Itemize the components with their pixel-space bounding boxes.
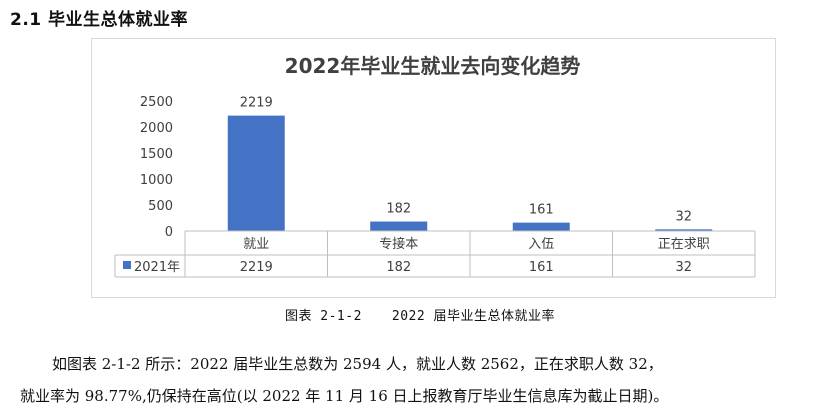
- data-label: 182: [386, 202, 411, 217]
- category-label: 就业: [243, 237, 269, 252]
- legend-swatch: [123, 261, 131, 269]
- table-value: 32: [675, 260, 692, 275]
- data-label: 2219: [240, 96, 273, 111]
- paragraph-line-1: 如图表 2-1-2 所示：2022 届毕业生总数为 2594 人，就业人数 25…: [52, 355, 663, 373]
- y-tick-label: 0: [165, 225, 173, 240]
- y-tick-label: 1500: [140, 147, 173, 162]
- data-table: 就业 2219 专接本 182 入伍 161 正在求职 32 2021年: [114, 230, 756, 278]
- bar: [655, 229, 713, 231]
- bar: [227, 115, 285, 231]
- category-label: 专接本: [379, 236, 418, 252]
- y-tick-label: 1000: [140, 173, 173, 188]
- bar: [512, 222, 570, 231]
- bar-chart: 0 500 1000 1500 2000 2500 2219 182 161 32 就业 2219…: [114, 95, 756, 278]
- caption-text: 2022 届毕业生总体就业率: [391, 309, 556, 324]
- data-label: 32: [675, 209, 692, 224]
- figure-caption: 图表 2-1-2 2022 届毕业生总体就业率: [0, 305, 840, 324]
- chart-title: 2022年毕业生就业去向变化趋势: [284, 54, 581, 78]
- y-axis-ticks: 0 500 1000 1500 2000 2500: [140, 95, 173, 240]
- data-label: 161: [529, 203, 554, 218]
- section-heading: 2.1 毕业生总体就业率: [10, 10, 189, 30]
- bars: [227, 115, 713, 231]
- y-tick-label: 2000: [140, 121, 173, 136]
- caption-label: 图表 2-1-2: [284, 309, 362, 324]
- y-tick-label: 500: [148, 199, 173, 214]
- category-label: 正在求职: [658, 237, 710, 252]
- y-tick-label: 2500: [140, 95, 173, 110]
- paragraph-line-2: 就业率为 98.77%,仍保持在高位(以 2022 年 11 月 16 日上报教…: [20, 387, 669, 405]
- bar: [370, 221, 428, 231]
- table-value: 182: [386, 260, 411, 275]
- legend-label: 2021年: [134, 260, 180, 275]
- table-value: 2219: [240, 260, 273, 275]
- category-label: 入伍: [528, 237, 554, 252]
- data-labels: 2219 182 161 32: [240, 96, 692, 225]
- table-value: 161: [529, 260, 554, 275]
